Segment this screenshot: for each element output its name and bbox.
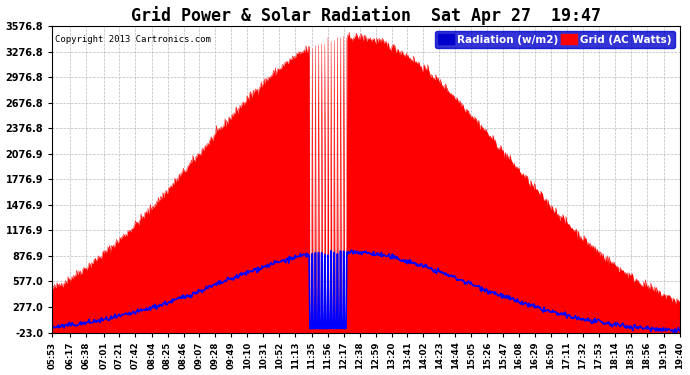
Title: Grid Power & Solar Radiation  Sat Apr 27  19:47: Grid Power & Solar Radiation Sat Apr 27 …: [131, 6, 601, 24]
Legend: Radiation (w/m2), Grid (AC Watts): Radiation (w/m2), Grid (AC Watts): [435, 31, 675, 48]
Text: Copyright 2013 Cartronics.com: Copyright 2013 Cartronics.com: [55, 35, 211, 44]
